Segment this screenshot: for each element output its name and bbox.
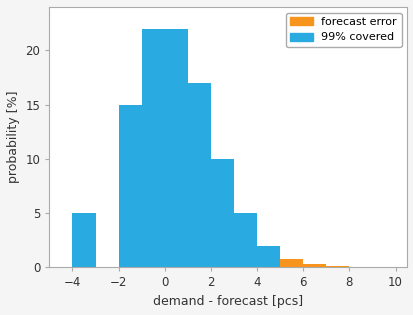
Bar [280,259,302,267]
Bar [210,159,233,267]
Bar [233,213,256,267]
Legend: forecast error, 99% covered: forecast error, 99% covered [285,13,401,47]
Bar [302,264,325,267]
Bar [164,29,188,267]
Bar [141,29,164,267]
Bar [325,266,349,267]
Bar [119,105,141,267]
X-axis label: demand - forecast [pcs]: demand - forecast [pcs] [153,295,303,308]
Bar [256,246,280,267]
Bar [188,83,210,267]
Y-axis label: probability [%]: probability [%] [7,91,20,183]
Bar [72,213,95,267]
